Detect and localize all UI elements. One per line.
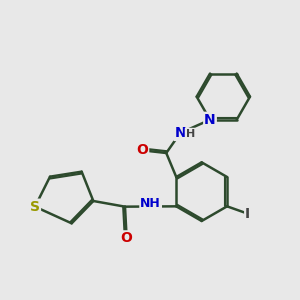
Text: H: H bbox=[186, 129, 195, 139]
Text: NH: NH bbox=[140, 197, 161, 210]
Text: O: O bbox=[136, 143, 148, 157]
Text: N: N bbox=[204, 113, 216, 127]
Text: I: I bbox=[245, 207, 250, 221]
Text: N: N bbox=[175, 126, 186, 140]
Text: O: O bbox=[121, 231, 133, 245]
Text: S: S bbox=[30, 200, 40, 214]
